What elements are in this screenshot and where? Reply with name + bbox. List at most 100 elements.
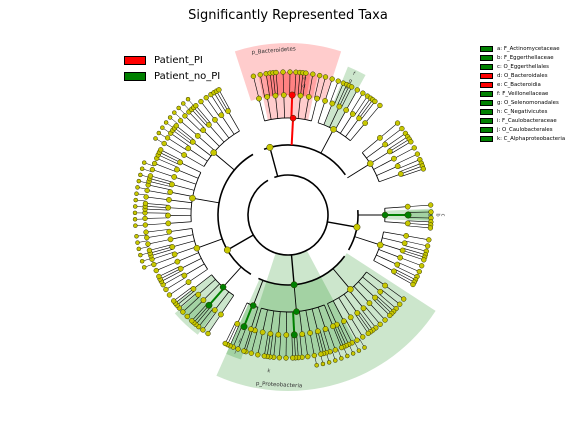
tree-branch [297, 72, 301, 96]
tree-branch [213, 92, 227, 113]
tree-branch [373, 158, 395, 170]
tree-arc [347, 210, 359, 251]
taxon-node [212, 116, 218, 123]
tree-branch [184, 263, 205, 276]
sector-label-proteobacteria: p_Proteobacteria [256, 381, 303, 389]
taxon-node [347, 286, 354, 293]
taxon-node [326, 360, 332, 365]
taxon-node [399, 125, 405, 132]
tree-branch [350, 317, 363, 338]
legend-swatch-patient-pi [124, 55, 146, 65]
tree-branch [170, 132, 190, 147]
taxon-node [382, 141, 388, 148]
tree-branch [168, 199, 192, 204]
taxon-node [136, 246, 142, 252]
taxon-node [404, 203, 411, 210]
tree-branch [266, 333, 271, 357]
taxon-node [156, 130, 162, 136]
taxon-node [171, 298, 177, 304]
tree-branch [275, 95, 279, 119]
taxon-node [165, 204, 172, 211]
taxon-node [180, 309, 186, 315]
sector-h [324, 103, 347, 131]
tree-branch [192, 141, 212, 157]
tree-branch [164, 143, 185, 156]
taxon-node [255, 352, 261, 358]
taxon-node [165, 220, 172, 227]
tree-branch [340, 113, 354, 134]
tree-branch [311, 98, 318, 121]
tree-branch [356, 98, 371, 118]
tree-branch [156, 157, 178, 168]
tree-branch [338, 323, 349, 345]
tree-arc [258, 255, 346, 286]
tree-branch [257, 332, 263, 355]
tree-branch [198, 279, 216, 295]
taxon-node [360, 90, 366, 96]
sector-label-bacteroidetes: p_Bacteroidetes [251, 46, 296, 56]
tree-branch [362, 137, 381, 153]
tree-branch [245, 329, 253, 352]
tree-branch [214, 119, 230, 139]
tree-branch [315, 331, 322, 355]
clade-key-item: f: F_Veillonellaceae [480, 89, 565, 98]
taxon-node [424, 243, 431, 249]
taxon-node [349, 84, 355, 90]
tree-branch [148, 184, 171, 191]
tree-branch [299, 334, 303, 358]
taxon-node [153, 267, 159, 274]
tree-branch [350, 122, 366, 141]
taxon-node [147, 173, 154, 179]
tree-branch [184, 115, 202, 133]
taxon-node [391, 155, 397, 162]
clade-key-swatch [480, 45, 493, 52]
taxon-node [332, 347, 339, 353]
taxon-node [343, 107, 350, 113]
tree-branch [297, 95, 301, 119]
taxon-node [372, 294, 378, 301]
tree-branch [336, 324, 347, 346]
tree-branch [200, 101, 216, 120]
tree-branch [358, 99, 373, 119]
tree-branch [147, 239, 171, 245]
sector-label-c: c [440, 214, 446, 217]
taxon-node [151, 160, 158, 167]
clade-key-swatch [480, 126, 493, 133]
tree-branch [393, 147, 415, 159]
tree-branch [175, 288, 194, 304]
taxon-node [248, 326, 254, 332]
taxon-node [273, 69, 279, 76]
tree-branch [332, 326, 342, 348]
tree-branch [146, 233, 170, 238]
tree-branch [272, 72, 276, 96]
tree-branch [404, 245, 427, 252]
taxon-node [330, 126, 337, 133]
tree-branch [384, 206, 408, 209]
taxon-node [338, 344, 345, 351]
tree-branch [293, 334, 296, 358]
tree-branch [229, 324, 240, 346]
tree-branch [237, 327, 247, 350]
tree-arc [203, 130, 240, 167]
taxon-node [314, 363, 319, 368]
sector-label-g: g [348, 78, 353, 85]
tree-branch [270, 310, 275, 334]
taxon-node [317, 72, 323, 79]
taxon-node [234, 320, 241, 327]
tree-branch [160, 149, 182, 161]
taxon-node [200, 297, 207, 303]
tree-branch [227, 110, 240, 132]
tree-branch [174, 127, 193, 143]
tree-branch [400, 165, 423, 175]
tree-branch [290, 95, 294, 119]
tree-branch [216, 91, 229, 112]
taxon-node [341, 318, 347, 325]
taxon-node [132, 204, 138, 209]
taxon-node [177, 265, 184, 272]
tree-branch [382, 237, 405, 244]
tree-branch [327, 328, 336, 351]
tree-branch [406, 235, 429, 241]
tree-branch [366, 144, 386, 159]
tree-branch [302, 73, 307, 96]
tree-branch [182, 296, 200, 313]
